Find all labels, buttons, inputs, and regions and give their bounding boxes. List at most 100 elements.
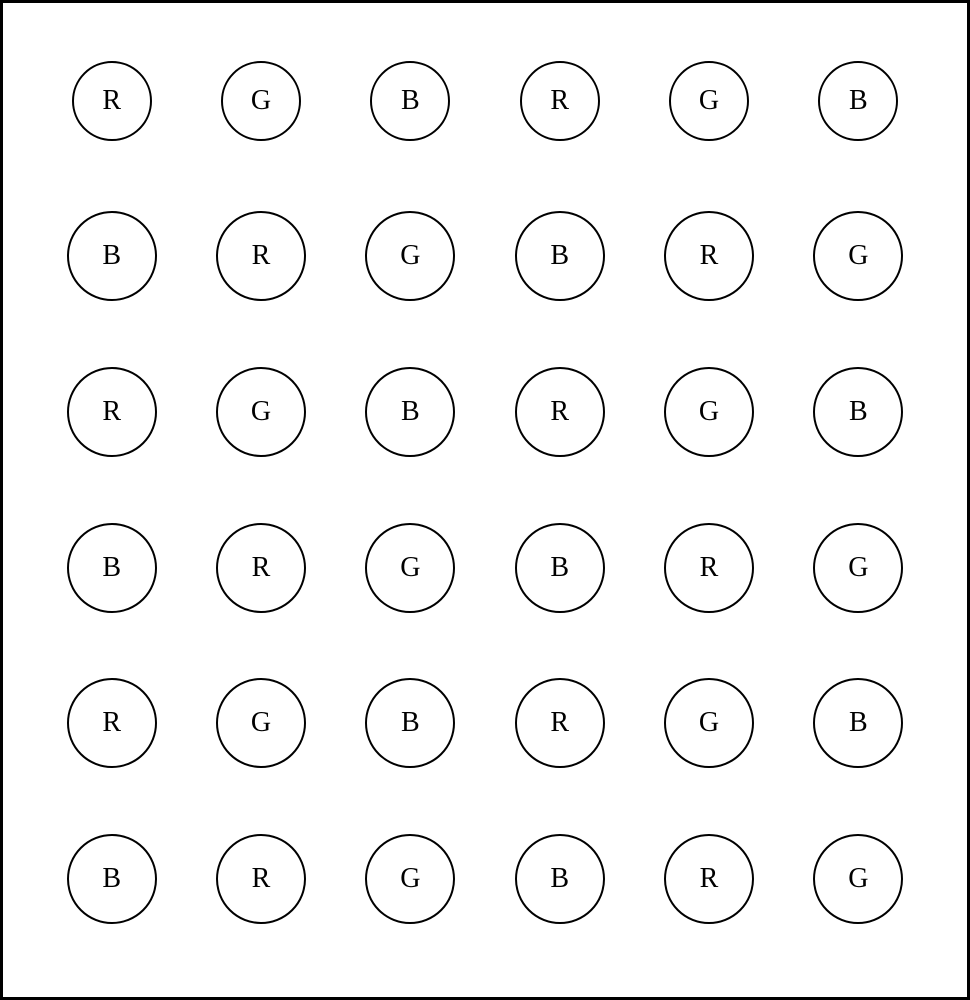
rgb-node: G [365,523,455,613]
node-label: G [848,865,868,893]
node-label: B [102,865,121,893]
rgb-node: R [216,211,306,301]
rgb-node: G [216,678,306,768]
node-label: R [700,865,719,893]
node-label: B [401,709,420,737]
grid-cell: R [485,646,634,802]
rgb-node: B [515,523,605,613]
grid-cell: R [634,801,783,957]
grid-cell: B [784,23,933,179]
grid-cell: G [784,179,933,335]
node-label: R [550,87,569,115]
grid-cell: G [784,801,933,957]
rgb-node: G [365,211,455,301]
node-label: B [849,87,868,115]
grid-cell: R [37,646,186,802]
grid-cell: B [37,179,186,335]
node-label: R [252,865,271,893]
grid-cell: R [634,179,783,335]
rgb-node: G [365,834,455,924]
node-label: G [400,242,420,270]
node-label: R [102,87,121,115]
grid-cell: R [485,334,634,490]
rgb-node: R [67,678,157,768]
grid-cell: G [634,23,783,179]
grid-cell: B [784,646,933,802]
grid-cell: R [37,23,186,179]
node-label: B [849,398,868,426]
grid-cell: G [186,23,335,179]
node-label: R [252,554,271,582]
rgb-node: G [216,367,306,457]
rgb-node: R [664,523,754,613]
node-label: B [550,554,569,582]
rgb-node: G [221,61,301,141]
rgb-node: R [72,61,152,141]
rgb-node: G [669,61,749,141]
rgb-node: B [813,678,903,768]
grid-cell: B [37,801,186,957]
rgb-node: G [813,523,903,613]
grid-cell: G [336,801,485,957]
node-label: B [849,709,868,737]
node-label: G [699,87,719,115]
grid-cell: R [485,23,634,179]
node-label: G [400,554,420,582]
grid-cell: R [186,490,335,646]
node-label: B [102,242,121,270]
node-label: R [550,709,569,737]
rgb-node: B [365,678,455,768]
grid-cell: R [186,179,335,335]
rgb-node: R [216,834,306,924]
rgb-node: B [365,367,455,457]
grid-cell: B [485,490,634,646]
rgb-node: R [515,367,605,457]
rgb-node: B [515,834,605,924]
node-label: R [252,242,271,270]
rgb-node: G [813,834,903,924]
grid-cell: B [336,334,485,490]
rgb-node: G [664,367,754,457]
grid-cell: B [37,490,186,646]
grid-cell: G [336,179,485,335]
grid-cell: G [186,334,335,490]
rgb-node: G [664,678,754,768]
node-label: G [251,398,271,426]
rgb-node: R [520,61,600,141]
node-label: R [700,554,719,582]
node-label: B [550,865,569,893]
node-label: G [848,554,868,582]
rgb-node: B [67,211,157,301]
node-label: B [401,398,420,426]
rgb-node: B [67,834,157,924]
rgb-node: B [818,61,898,141]
rgb-node: B [813,367,903,457]
grid-cell: G [336,490,485,646]
grid-cell: G [634,334,783,490]
node-label: G [251,709,271,737]
grid-cell: G [784,490,933,646]
rgb-node: R [216,523,306,613]
node-label: B [401,87,420,115]
grid-cell: B [336,23,485,179]
node-label: G [848,242,868,270]
rgb-node: G [813,211,903,301]
node-label: B [550,242,569,270]
node-grid: RGBRGBBRGBRGRGBRGBBRGBRGRGBRGBBRGBRG [37,23,933,957]
grid-cell: R [186,801,335,957]
node-label: G [699,709,719,737]
grid-cell: G [186,646,335,802]
node-label: B [102,554,121,582]
grid-cell: R [37,334,186,490]
grid-cell: B [784,334,933,490]
node-label: R [700,242,719,270]
rgb-node: B [67,523,157,613]
grid-cell: R [634,490,783,646]
diagram-frame: RGBRGBBRGBRGRGBRGBBRGBRGRGBRGBBRGBRG [0,0,970,1000]
rgb-node: R [664,211,754,301]
rgb-node: B [515,211,605,301]
rgb-node: R [67,367,157,457]
rgb-node: B [370,61,450,141]
node-label: R [102,398,121,426]
grid-cell: B [485,179,634,335]
